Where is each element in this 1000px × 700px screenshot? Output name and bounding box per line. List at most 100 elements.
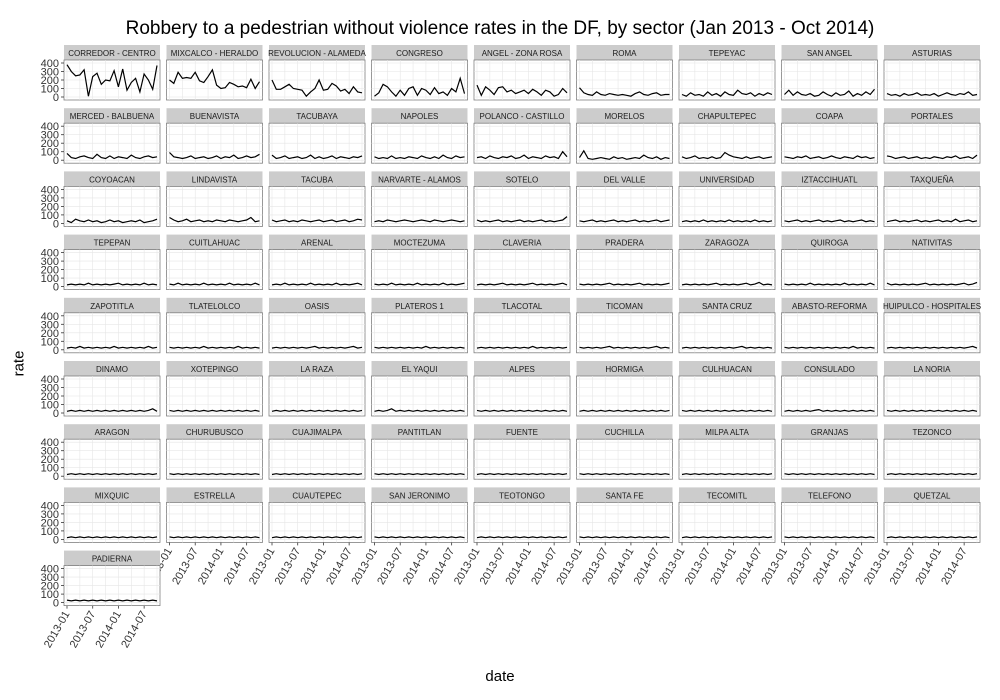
panel-strip (64, 297, 160, 313)
series-line (66, 218, 158, 224)
panel-strip (371, 45, 468, 60)
series-line (886, 91, 978, 97)
panel-strip-label: HORMIGA (605, 365, 644, 374)
series-line (886, 473, 978, 476)
series-line (374, 282, 465, 286)
series-line (579, 473, 670, 476)
panel-strip (576, 45, 673, 60)
panel-strip (679, 234, 775, 250)
panel-strip-label: NATIVITAS (912, 239, 952, 248)
panel-strip (679, 487, 775, 503)
series-line (271, 409, 363, 412)
y-tick-label: 300 (41, 446, 59, 458)
y-tick-label: 300 (41, 509, 59, 521)
series-line (169, 345, 260, 349)
panel-strip-label: ROMA (613, 49, 638, 58)
panel-strip (166, 487, 263, 503)
panel-strip (576, 487, 673, 503)
panel-strip (166, 171, 263, 187)
series-line (374, 154, 465, 160)
series-line (886, 409, 978, 412)
panel-strip (269, 108, 365, 124)
y-tick-label: 300 (41, 193, 59, 205)
series-line (784, 408, 875, 412)
panel-strip (64, 424, 160, 440)
series-line (784, 536, 875, 539)
panel-strip-label: PORTALES (911, 112, 953, 121)
panel-strip-label: CUAJIMALPA (292, 428, 342, 437)
y-tick-label: 0 (53, 345, 59, 357)
panel-strip (371, 424, 468, 440)
panel-strip (64, 171, 160, 187)
series-line (681, 219, 773, 223)
panel-strip-label: CONGRESO (396, 49, 443, 58)
panel-strip-label: CHAPULTEPEC (698, 112, 757, 121)
panel-strip (679, 171, 775, 187)
series-line (681, 409, 773, 412)
series-line (784, 219, 875, 223)
series-line (784, 155, 875, 160)
panel-strip-label: MILPA ALTA (705, 428, 749, 437)
y-tick-label: 400 (41, 564, 59, 576)
y-tick-label: 0 (53, 598, 59, 610)
panel-strip-label: CLAVERIA (503, 239, 543, 248)
panel-strip (576, 108, 673, 124)
panel-strip (474, 297, 570, 313)
panel-strip (64, 361, 160, 376)
series-line (66, 282, 158, 286)
panel-strip-label: TAXQUEÑA (910, 175, 954, 184)
panel-strip-label: NAPOLES (401, 112, 439, 121)
series-line (169, 152, 260, 160)
panel-strip-label: TEZONCO (912, 428, 951, 437)
panel-strip (269, 234, 365, 250)
panel-strip-label: CONSULADO (804, 365, 855, 374)
panel-strip (166, 234, 263, 250)
series-line (476, 409, 568, 412)
series-line (784, 473, 875, 476)
y-tick-label: 300 (41, 130, 59, 142)
y-tick-label: 0 (53, 471, 59, 483)
panel-strip (884, 45, 980, 60)
series-line (886, 281, 978, 286)
series-line (784, 282, 875, 286)
panel-strip-label: MERCED - BALBUENA (70, 112, 155, 121)
panel-strip-label: TACUBA (301, 175, 334, 184)
series-line (271, 282, 363, 286)
panel-strip-label: FUENTE (506, 428, 538, 437)
series-line (476, 536, 568, 539)
y-tick-label: 200 (41, 201, 59, 213)
series-line (169, 68, 261, 90)
series-line (169, 282, 260, 286)
panel-strip-label: MORELOS (604, 112, 644, 121)
series-line (579, 87, 670, 97)
panel-strip (781, 424, 878, 440)
panel-strip-label: TELEFONO (808, 491, 851, 500)
panel-strip-label: ESTRELLA (194, 491, 236, 500)
series-line (271, 218, 363, 223)
series-line (681, 281, 773, 286)
panel-strip-label: QUETZAL (914, 491, 951, 500)
series-line (66, 345, 158, 349)
panel-strip-label: TEPEPAN (94, 239, 131, 248)
panel-strip (269, 171, 365, 187)
y-tick-label: 200 (41, 391, 59, 403)
series-line (579, 345, 670, 349)
series-line (476, 84, 568, 97)
series-line (374, 219, 465, 223)
panel-strip (269, 45, 365, 60)
series-line (681, 151, 773, 160)
panel-strip-label: SANTA CRUZ (702, 302, 752, 311)
panel-strip (679, 361, 775, 376)
panel-strip (781, 234, 878, 250)
y-tick-label: 200 (41, 454, 59, 466)
y-tick-label: 100 (41, 84, 59, 96)
panel-strip (269, 297, 365, 313)
y-tick-label: 400 (41, 437, 59, 449)
panel-strip-label: PLATEROS 1 (395, 302, 444, 311)
panel-strip (371, 487, 468, 503)
y-tick-label: 100 (41, 147, 59, 159)
y-tick-label: 200 (41, 138, 59, 150)
panel-strip (64, 108, 160, 124)
panel-strip-label: ARENAL (301, 239, 334, 248)
panel-strip-label: CHURUBUSCO (186, 428, 243, 437)
